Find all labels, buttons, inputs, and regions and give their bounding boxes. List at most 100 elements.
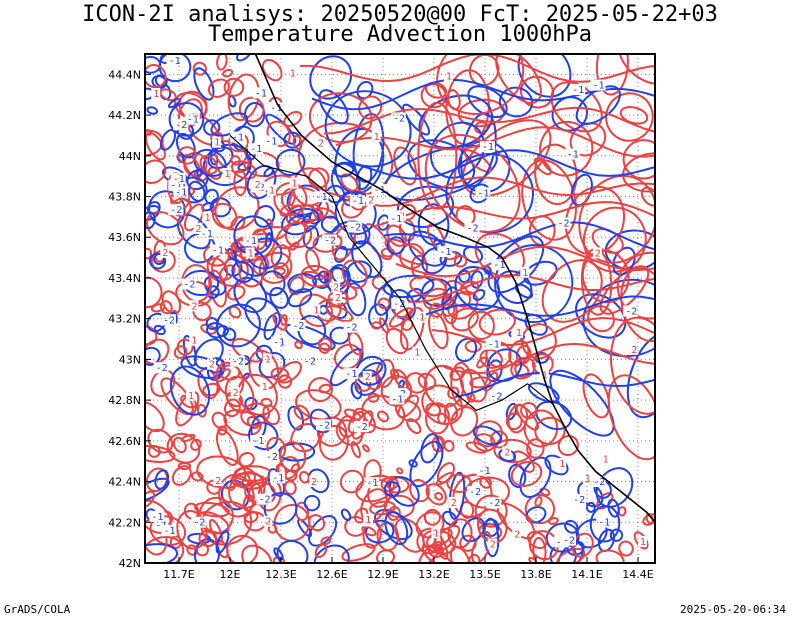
contour-label: 2	[318, 138, 324, 149]
contour-label: -1	[232, 133, 244, 144]
negative-contour	[519, 456, 552, 498]
contour-label-box	[186, 390, 195, 402]
negative-contour	[308, 515, 338, 547]
contour-label-box	[467, 485, 483, 497]
negative-contour	[407, 139, 476, 189]
contour-label-box	[189, 300, 199, 312]
positive-contour	[557, 434, 579, 457]
contour-label-box	[623, 305, 639, 317]
positive-contour	[298, 470, 310, 484]
negative-contour	[564, 519, 579, 534]
negative-contour	[406, 287, 423, 303]
contour-label-box	[207, 358, 216, 370]
contour-label: -1	[316, 192, 328, 203]
negative-contour	[231, 261, 254, 283]
contour-label: -1	[155, 521, 167, 532]
y-tick-label: 43.8N	[108, 191, 141, 204]
contour-label-box	[270, 472, 286, 484]
contour-label-box	[363, 513, 373, 525]
negative-contour	[318, 89, 349, 125]
contour-label: 1	[191, 336, 197, 347]
contour-label-box	[209, 244, 225, 256]
negative-contour	[193, 67, 215, 101]
contour-label: 2	[631, 345, 637, 356]
contour-label: -1	[170, 181, 182, 192]
footer-timestamp: 2025-05-20-06:34	[680, 603, 786, 616]
positive-contour	[308, 514, 326, 532]
contour-label-box	[557, 458, 567, 470]
negative-contour	[626, 332, 655, 419]
negative-contour	[269, 286, 289, 309]
positive-contour	[190, 438, 202, 451]
positive-contour	[476, 508, 508, 544]
contour-label: 2	[265, 517, 271, 528]
positive-contour	[359, 176, 655, 207]
contour-label-box	[417, 311, 427, 323]
contour-label: 2	[514, 529, 520, 540]
contour-label: 1	[291, 179, 297, 190]
contour-label: -1	[482, 142, 494, 153]
positive-contour	[318, 383, 332, 394]
positive-contour	[384, 238, 427, 266]
negative-contour	[204, 188, 219, 205]
contour-label-box	[153, 519, 169, 531]
contour-label: -1	[270, 103, 282, 114]
negative-contour	[383, 480, 401, 498]
positive-contour	[196, 455, 247, 489]
positive-contour	[270, 244, 291, 269]
negative-contour	[260, 270, 286, 297]
positive-contour	[318, 424, 349, 461]
negative-contour	[356, 80, 374, 100]
contour-label: -2	[156, 363, 168, 374]
positive-contour	[315, 207, 336, 219]
positive-contour	[425, 402, 442, 417]
x-tick-label: 12.3E	[265, 568, 296, 581]
positive-contour	[446, 473, 473, 493]
negative-contour	[244, 297, 281, 332]
positive-contour	[172, 436, 187, 454]
negative-contour	[419, 295, 655, 318]
positive-contour	[224, 375, 255, 414]
y-tick-label: 43.2N	[108, 313, 141, 326]
x-tick-label: 12.6E	[316, 568, 347, 581]
contour-label: -2	[304, 356, 316, 367]
x-tick-label: 13.8E	[520, 568, 551, 581]
positive-contour	[145, 490, 155, 509]
contour-label: -1	[439, 247, 451, 258]
positive-contour	[505, 412, 523, 431]
y-tick-label: 42.6N	[108, 435, 141, 448]
contour-label-box	[153, 362, 169, 374]
negative-contour	[347, 149, 655, 180]
positive-contour	[617, 54, 655, 85]
positive-contour	[341, 543, 376, 562]
negative-contour	[360, 361, 384, 379]
negative-contour	[332, 161, 355, 178]
contour-label-box	[448, 496, 458, 508]
contour-label-box	[475, 187, 491, 199]
contour-label-box	[202, 212, 212, 224]
positive-contour	[605, 92, 654, 142]
positive-contour	[238, 96, 265, 123]
contour-label-box	[263, 135, 279, 147]
positive-contour	[270, 367, 290, 382]
positive-contour	[534, 416, 566, 446]
positive-contour	[318, 342, 331, 354]
negative-contour	[382, 274, 435, 299]
positive-contour	[622, 139, 655, 180]
contour-label: -1	[572, 85, 584, 96]
positive-contour	[207, 78, 230, 98]
positive-contour	[216, 54, 228, 71]
y-tick-label: 42.4N	[108, 476, 141, 489]
contour-label-box	[561, 534, 576, 546]
negative-contour	[146, 106, 159, 115]
positive-contour	[424, 133, 521, 233]
y-tick-label: 43N	[119, 353, 141, 366]
contour-label-box	[287, 67, 297, 79]
contour-label-box	[198, 228, 214, 240]
positive-contour	[237, 373, 278, 416]
positive-contour	[380, 475, 410, 494]
x-tick-label: 12E	[220, 568, 241, 581]
positive-contour	[528, 530, 559, 561]
negative-contour	[318, 270, 330, 284]
